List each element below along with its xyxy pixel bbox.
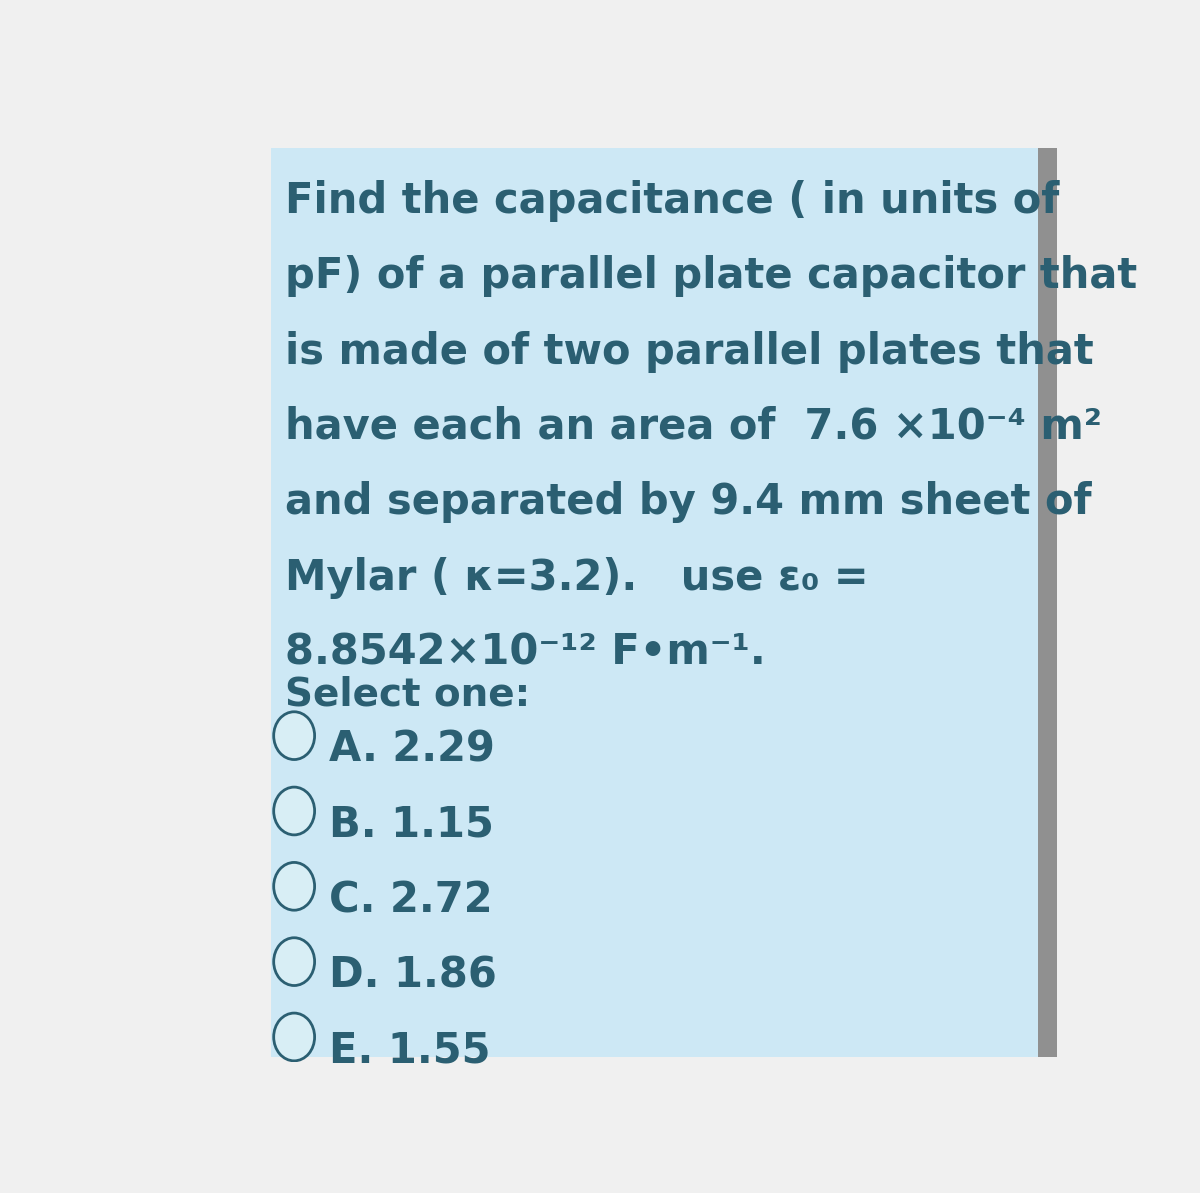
Text: have each an area of  7.6 ×10⁻⁴ m²: have each an area of 7.6 ×10⁻⁴ m²	[284, 406, 1102, 447]
Text: B. 1.15: B. 1.15	[329, 804, 493, 846]
Ellipse shape	[274, 712, 314, 760]
Text: pF) of a parallel plate capacitor that: pF) of a parallel plate capacitor that	[284, 255, 1138, 297]
Ellipse shape	[274, 1013, 314, 1061]
Text: Select one:: Select one:	[284, 676, 530, 713]
Text: and separated by 9.4 mm sheet of: and separated by 9.4 mm sheet of	[284, 481, 1092, 524]
Text: E. 1.55: E. 1.55	[329, 1030, 490, 1071]
Text: C. 2.72: C. 2.72	[329, 879, 492, 921]
Text: D. 1.86: D. 1.86	[329, 954, 497, 996]
Bar	[271, 148, 1057, 1057]
Bar	[1038, 148, 1057, 1057]
Ellipse shape	[274, 863, 314, 910]
Text: Mylar ( κ=3.2).   use ε₀ =: Mylar ( κ=3.2). use ε₀ =	[284, 556, 869, 599]
Text: A. 2.29: A. 2.29	[329, 729, 494, 771]
Text: is made of two parallel plates that: is made of two parallel plates that	[284, 330, 1093, 372]
Ellipse shape	[274, 787, 314, 835]
Text: Find the capacitance ( in units of: Find the capacitance ( in units of	[284, 180, 1060, 222]
Text: 8.8542×10⁻¹² F•m⁻¹.: 8.8542×10⁻¹² F•m⁻¹.	[284, 632, 766, 674]
Ellipse shape	[274, 938, 314, 985]
